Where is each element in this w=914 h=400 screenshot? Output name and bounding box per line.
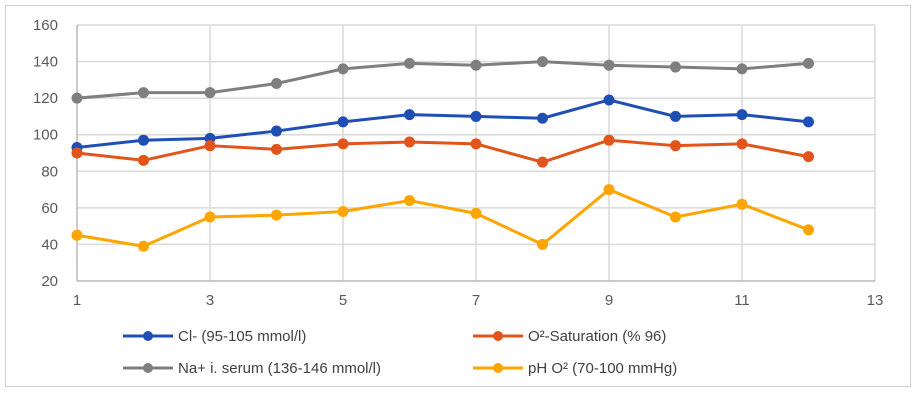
data-point — [404, 57, 415, 69]
data-point — [71, 229, 83, 241]
y-tick-label: 60 — [41, 200, 58, 217]
y-tick-label: 40 — [41, 236, 58, 253]
data-point — [271, 143, 282, 155]
data-point — [736, 198, 748, 210]
data-point — [537, 56, 548, 68]
data-point — [470, 207, 482, 219]
y-tick-label: 160 — [33, 17, 58, 34]
data-point — [470, 138, 482, 150]
data-point — [803, 57, 814, 69]
x-tick-label: 1 — [73, 292, 81, 309]
legend-item: pH O² (70-100 mmHg) — [473, 360, 677, 377]
data-point — [537, 112, 548, 124]
data-point — [138, 154, 149, 166]
data-point — [670, 110, 681, 122]
y-axis-labels: 20 40 60 80 100 120 140 160 — [33, 17, 58, 290]
data-point — [337, 206, 349, 218]
data-point — [736, 109, 748, 121]
series-group — [71, 56, 814, 252]
legend-marker — [143, 363, 153, 373]
y-tick-label: 120 — [33, 90, 58, 107]
data-point — [404, 109, 415, 121]
data-point — [138, 134, 149, 146]
legend-marker — [493, 363, 503, 373]
data-point — [71, 147, 83, 159]
data-point — [537, 238, 548, 250]
series-line — [76, 98, 809, 150]
data-point — [337, 138, 349, 150]
y-tick-label: 20 — [41, 273, 58, 290]
legend-label: Cl- (95-105 mmol/l) — [178, 328, 306, 345]
series-3 — [71, 184, 814, 252]
legend-item: O²-Saturation (% 96) — [473, 328, 666, 345]
data-point — [470, 59, 482, 71]
data-point — [470, 110, 482, 122]
data-point — [537, 156, 548, 168]
y-tick-label: 100 — [33, 127, 58, 144]
legend-label: O²-Saturation (% 96) — [528, 328, 666, 345]
data-point — [71, 92, 83, 104]
y-tick-label: 140 — [33, 54, 58, 71]
series-line — [76, 60, 809, 100]
legend-item: Cl- (95-105 mmol/l) — [123, 328, 306, 345]
series-1 — [71, 134, 814, 168]
data-point — [803, 116, 814, 128]
data-point — [271, 78, 282, 90]
data-point — [204, 87, 216, 99]
legend: Cl- (95-105 mmol/l) O²-Saturation (% 96) N… — [123, 328, 677, 377]
legend-item: Na+ i. serum (136-146 mmol/l) — [123, 360, 381, 377]
legend-marker — [143, 331, 153, 341]
data-point — [670, 140, 681, 152]
series-line — [76, 188, 810, 248]
x-tick-label: 13 — [867, 292, 884, 309]
data-point — [670, 211, 681, 223]
x-tick-label: 5 — [339, 292, 347, 309]
data-point — [603, 94, 615, 106]
legend-label: Na+ i. serum (136-146 mmol/l) — [178, 360, 381, 377]
data-point — [603, 184, 615, 196]
x-tick-label: 7 — [472, 292, 480, 309]
data-point — [603, 59, 615, 71]
x-tick-label: 3 — [206, 292, 214, 309]
data-point — [803, 224, 814, 236]
data-point — [736, 138, 748, 150]
series-line — [76, 138, 809, 164]
data-point — [204, 140, 216, 152]
data-point — [803, 151, 814, 163]
data-point — [271, 125, 282, 137]
data-point — [337, 116, 349, 128]
x-tick-label: 9 — [605, 292, 613, 309]
data-point — [337, 63, 349, 75]
data-point — [404, 136, 415, 148]
data-point — [736, 63, 748, 75]
legend-marker — [493, 331, 503, 341]
data-point — [138, 240, 149, 252]
data-point — [670, 61, 681, 73]
data-point — [138, 87, 149, 99]
data-point — [271, 209, 282, 221]
data-point — [603, 134, 615, 146]
data-point — [404, 195, 415, 207]
data-point — [204, 211, 216, 223]
x-tick-label: 11 — [734, 292, 750, 309]
series-0 — [71, 94, 814, 154]
x-axis-labels: 1 3 5 7 9 11 13 — [73, 292, 884, 309]
series-2 — [71, 56, 814, 104]
y-tick-label: 80 — [41, 163, 58, 180]
legend-label: pH O² (70-100 mmHg) — [528, 360, 677, 377]
